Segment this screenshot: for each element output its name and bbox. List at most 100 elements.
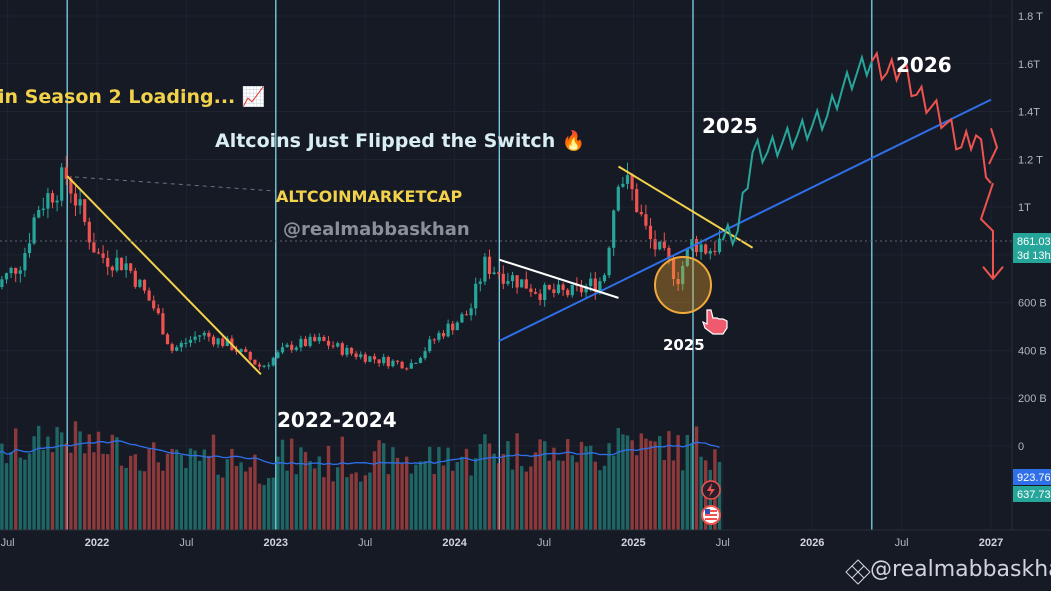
candle-body bbox=[46, 193, 50, 209]
candle-body bbox=[681, 265, 685, 285]
projection-path bbox=[721, 50, 1004, 281]
candle-body bbox=[506, 281, 510, 284]
volume-bar bbox=[694, 426, 699, 530]
volume-bar bbox=[363, 475, 367, 530]
time-tick-label: Jul bbox=[537, 537, 551, 549]
candle-body bbox=[625, 175, 630, 184]
footer-bar bbox=[0, 555, 1051, 591]
volume-bar bbox=[216, 474, 220, 530]
volume-bar bbox=[50, 452, 55, 530]
volume-bar bbox=[317, 456, 321, 530]
volume-bar bbox=[331, 481, 335, 530]
candle-body bbox=[584, 286, 588, 293]
volume-bar bbox=[391, 447, 395, 530]
candle-body bbox=[400, 361, 404, 369]
candle-body bbox=[556, 284, 561, 294]
volume-bar bbox=[290, 438, 294, 530]
volume-bar bbox=[230, 448, 234, 530]
volume-bar bbox=[400, 463, 404, 530]
volume-bar bbox=[225, 459, 229, 530]
lightning-icon[interactable] bbox=[701, 480, 721, 500]
time-tick-label: 2023 bbox=[264, 537, 288, 549]
candle-body bbox=[612, 210, 616, 248]
volume-bar bbox=[451, 470, 455, 530]
candle-body bbox=[497, 272, 501, 274]
candle-body bbox=[64, 167, 68, 179]
volume-bar bbox=[510, 469, 515, 530]
candle-body bbox=[133, 270, 137, 287]
projection-arrowhead bbox=[982, 266, 1004, 281]
candle-body bbox=[101, 253, 105, 258]
cycle-markers bbox=[66, 0, 873, 530]
volume-bar bbox=[239, 462, 243, 530]
volume-bar bbox=[625, 435, 630, 530]
projection-up-path bbox=[721, 53, 873, 248]
candle-body bbox=[418, 358, 423, 363]
candle-body bbox=[662, 241, 666, 248]
volume-bar bbox=[119, 465, 124, 530]
price-tick-label: 1.6T bbox=[1018, 59, 1040, 71]
price-axis bbox=[1012, 0, 1051, 530]
volume-bar bbox=[607, 443, 611, 530]
pointing-hand-icon bbox=[701, 309, 728, 335]
price-tick-label: 1T bbox=[1018, 202, 1031, 214]
candle-body bbox=[27, 243, 32, 254]
trendline-support_2024_2026 bbox=[498, 98, 992, 342]
volume-bar bbox=[78, 431, 82, 530]
volume-bar bbox=[142, 471, 147, 530]
candle-body bbox=[492, 272, 496, 274]
candle-body bbox=[198, 335, 202, 337]
volume-bar bbox=[474, 458, 478, 530]
time-tick-label: 2025 bbox=[621, 537, 645, 549]
candle-body bbox=[262, 365, 266, 367]
candle-body bbox=[239, 349, 243, 352]
candle-body bbox=[147, 290, 151, 301]
volume-bar bbox=[589, 445, 593, 530]
candle-body bbox=[570, 284, 574, 296]
volume-bar bbox=[685, 434, 689, 530]
flag-icon[interactable] bbox=[701, 505, 721, 525]
volume-bar bbox=[681, 470, 685, 530]
projection-drop-line bbox=[979, 182, 994, 279]
candle-body bbox=[179, 342, 183, 348]
volume-bar bbox=[437, 447, 441, 530]
peak-reference-line bbox=[74, 176, 276, 192]
volume-bar bbox=[566, 439, 570, 530]
candle-body bbox=[359, 354, 363, 358]
volume-bar bbox=[234, 466, 239, 530]
candle-body bbox=[621, 183, 625, 187]
candle-body bbox=[184, 342, 188, 344]
candle-body bbox=[708, 250, 712, 254]
price-tick-label: 400 B bbox=[1018, 345, 1047, 357]
volume-bar bbox=[446, 447, 450, 530]
candle-body bbox=[55, 200, 59, 203]
volume-bar bbox=[529, 466, 533, 530]
candle-body bbox=[717, 238, 722, 253]
volume-bar bbox=[579, 441, 584, 530]
volume-bar bbox=[368, 472, 372, 530]
candle-body bbox=[73, 193, 78, 206]
price-candles bbox=[0, 156, 722, 371]
candle-body bbox=[152, 300, 156, 309]
time-tick-label: 2024 bbox=[442, 537, 467, 549]
candle-body bbox=[23, 253, 27, 271]
volume-bar bbox=[161, 470, 165, 530]
candle-body bbox=[593, 278, 597, 292]
candle-body bbox=[464, 314, 469, 316]
time-axis bbox=[0, 530, 1051, 555]
candle-body bbox=[303, 338, 308, 347]
candle-body bbox=[9, 267, 13, 274]
candle-body bbox=[142, 279, 147, 291]
time-tick-label: Jul bbox=[1, 537, 15, 549]
candle-body bbox=[368, 356, 372, 362]
volume-bar bbox=[630, 440, 634, 530]
volume-moving-average bbox=[0, 440, 720, 466]
candle-body bbox=[119, 257, 124, 271]
symbol-label: ALTCOINMARKETCAP bbox=[276, 187, 463, 206]
volume-bar bbox=[124, 467, 128, 530]
volume-bar bbox=[211, 434, 216, 530]
candle-body bbox=[165, 334, 170, 345]
candle-body bbox=[566, 289, 570, 296]
candle-body bbox=[455, 322, 459, 331]
grid-lines bbox=[0, 0, 1012, 530]
